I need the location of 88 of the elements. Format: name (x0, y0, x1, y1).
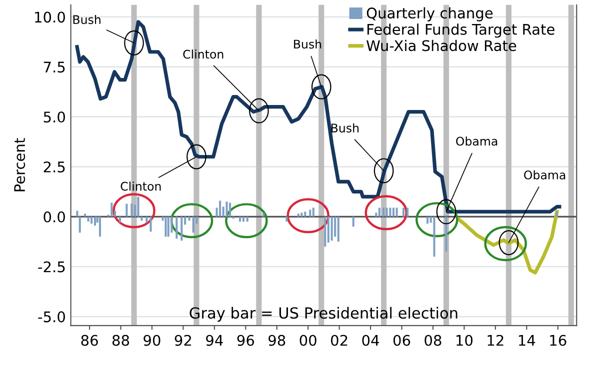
x-tick-label: 02 (330, 334, 348, 346)
bar (304, 212, 306, 217)
x-tick-label: 00 (300, 334, 316, 346)
y-tick-label: 7.5 (44, 62, 65, 73)
bar (297, 214, 300, 217)
bar (286, 216, 288, 222)
bar (219, 200, 222, 217)
legend-label: Quarterly change (366, 7, 493, 22)
y-axis-title: Percent (14, 138, 26, 192)
y-tick-label: 5.0 (44, 112, 65, 123)
x-tick-label: 96 (237, 334, 254, 346)
legend-label: Wu-Xia Shadow Rate (366, 40, 516, 52)
x-tick-label: 86 (81, 334, 98, 346)
bar (330, 216, 333, 241)
line-series (456, 210, 559, 274)
bar (300, 212, 303, 217)
bar (337, 216, 340, 242)
bar (324, 216, 326, 247)
x-tick-label: 98 (268, 334, 286, 346)
bar (170, 216, 173, 233)
bar (389, 208, 392, 217)
y-tick-label: 2.5 (44, 161, 65, 172)
bar (137, 196, 140, 217)
annotation: Bush (73, 14, 100, 24)
annotation: Bush (331, 123, 359, 132)
bar (126, 204, 128, 217)
bar (188, 216, 190, 221)
bar (262, 212, 264, 217)
annotation: Clinton (183, 50, 224, 59)
bar (98, 216, 102, 237)
bar (309, 210, 312, 217)
annotation: Bush (294, 39, 322, 49)
bar (392, 208, 394, 217)
bar (433, 216, 436, 257)
bar (426, 216, 429, 224)
bar (167, 216, 170, 237)
y-tick-label: 0.0 (44, 211, 65, 222)
bar (352, 216, 354, 227)
bar (312, 208, 314, 217)
bar (226, 202, 228, 217)
bar (396, 208, 398, 217)
x-tick-label: 92 (174, 334, 192, 346)
bar (382, 208, 385, 217)
bar (378, 208, 380, 217)
bar (150, 216, 152, 232)
bar (118, 216, 121, 223)
bar (130, 204, 133, 217)
x-tick-label: 04 (362, 334, 379, 346)
bar (327, 216, 330, 243)
legend-label: Federal Funds Target Rate (367, 24, 554, 38)
bar (78, 216, 81, 233)
bar (556, 212, 558, 217)
x-tick-label: 16 (550, 334, 566, 346)
x-tick-label: 14 (518, 335, 536, 346)
bar (176, 216, 178, 239)
y-tick-label: -2.5 (38, 261, 65, 272)
bar (242, 216, 244, 222)
bar (84, 214, 86, 217)
annotation: Clinton (120, 182, 161, 191)
bar (445, 216, 448, 252)
x-tick-label: 90 (144, 334, 160, 346)
bar (402, 208, 404, 217)
bar (406, 208, 409, 217)
x-tick-label: 88 (112, 334, 130, 346)
bar (140, 216, 143, 221)
x-tick-label: 10 (456, 334, 473, 346)
bar (180, 216, 183, 241)
bar (386, 208, 388, 217)
bar (192, 216, 194, 233)
annotation: Obama (456, 136, 498, 146)
bar (87, 216, 90, 222)
x-tick-label: 94 (206, 334, 223, 346)
annotation: Obama (524, 170, 566, 180)
bar (110, 202, 113, 217)
bar (146, 216, 148, 223)
x-tick-label: 12 (488, 334, 504, 346)
x-tick-label: 08 (424, 334, 442, 346)
bar (76, 210, 78, 217)
x-tick-label: 06 (393, 334, 410, 346)
bar (239, 216, 242, 222)
bar (90, 216, 93, 224)
bar (94, 216, 96, 226)
annotation: Gray bar = US Presidential election (190, 306, 458, 322)
bar (164, 216, 167, 237)
y-tick-label: 10.0 (35, 12, 65, 23)
bar (229, 202, 232, 217)
y-tick-label: -5.0 (38, 311, 65, 322)
bar (246, 216, 248, 222)
